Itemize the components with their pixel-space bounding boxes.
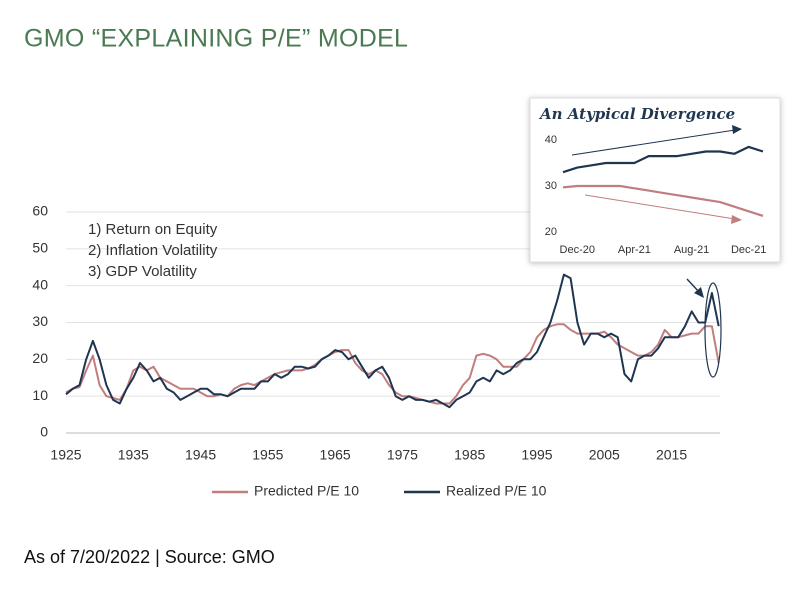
x-tick-label: 1955: [252, 447, 283, 463]
x-tick-label: 1965: [320, 447, 351, 463]
highlight-ellipse: [704, 282, 722, 378]
footnote: As of 7/20/2022 | Source: GMO: [24, 547, 275, 567]
legend-label: Predicted P/E 10: [254, 483, 359, 499]
y-tick-label: 40: [32, 276, 48, 292]
x-tick-label: 2015: [656, 447, 687, 463]
inset-box: [529, 97, 781, 263]
x-tick-label: 1925: [50, 447, 81, 463]
annotation: 2) Inflation Volatility: [88, 242, 218, 259]
trend-arrowhead-down: [731, 215, 742, 224]
series-line: [65, 273, 720, 409]
y-tick-label: 30: [32, 313, 48, 329]
y-tick-label: 30: [545, 180, 557, 192]
y-tick-label: 0: [40, 424, 48, 440]
inset-title: An Atypical Divergence: [538, 105, 735, 123]
y-tick-label: 20: [545, 226, 557, 238]
x-tick-label: 1985: [454, 447, 485, 463]
series-line: [65, 323, 720, 405]
series-line: [562, 145, 764, 174]
main-chart: 0 10 20 30 40 50 60 1925 1935 1945 1955 1965 1975 198…: [32, 203, 720, 499]
x-tick-label: 2005: [589, 447, 620, 463]
x-tick-label: Apr-21: [618, 244, 651, 256]
x-tick-label: Dec-20: [560, 244, 595, 256]
y-tick-label: 20: [32, 350, 48, 366]
x-tick-label: Dec-21: [731, 244, 766, 256]
x-tick-label: 1995: [521, 447, 552, 463]
y-tick-label: 40: [545, 134, 557, 146]
inset-chart: 20 30 40 Dec-20 Apr-21 Aug-21 Dec-21: [545, 134, 767, 256]
x-tick-label: 1945: [185, 447, 216, 463]
x-tick-label: 1975: [387, 447, 418, 463]
annotation: 3) GDP Volatility: [88, 263, 197, 280]
trend-arrow-up: [571, 129, 736, 156]
series-line: [562, 184, 764, 217]
annotation: 1) Return on Equity: [88, 221, 218, 238]
annotations: 1) Return on Equity 2) Inflation Volatil…: [88, 221, 218, 280]
pointer-arrowhead: [694, 287, 704, 298]
y-tick-label: 50: [32, 240, 48, 256]
y-tick-label: 60: [32, 203, 48, 219]
x-tick-label: Aug-21: [674, 244, 709, 256]
y-tick-label: 10: [32, 387, 48, 403]
legend-label: Realized P/E 10: [446, 483, 547, 499]
page-title: GMO “EXPLAINING P/E” MODEL: [24, 25, 408, 53]
trend-arrow-down: [584, 194, 736, 220]
x-tick-label: 1935: [118, 447, 149, 463]
trend-arrowhead-up: [732, 125, 742, 134]
